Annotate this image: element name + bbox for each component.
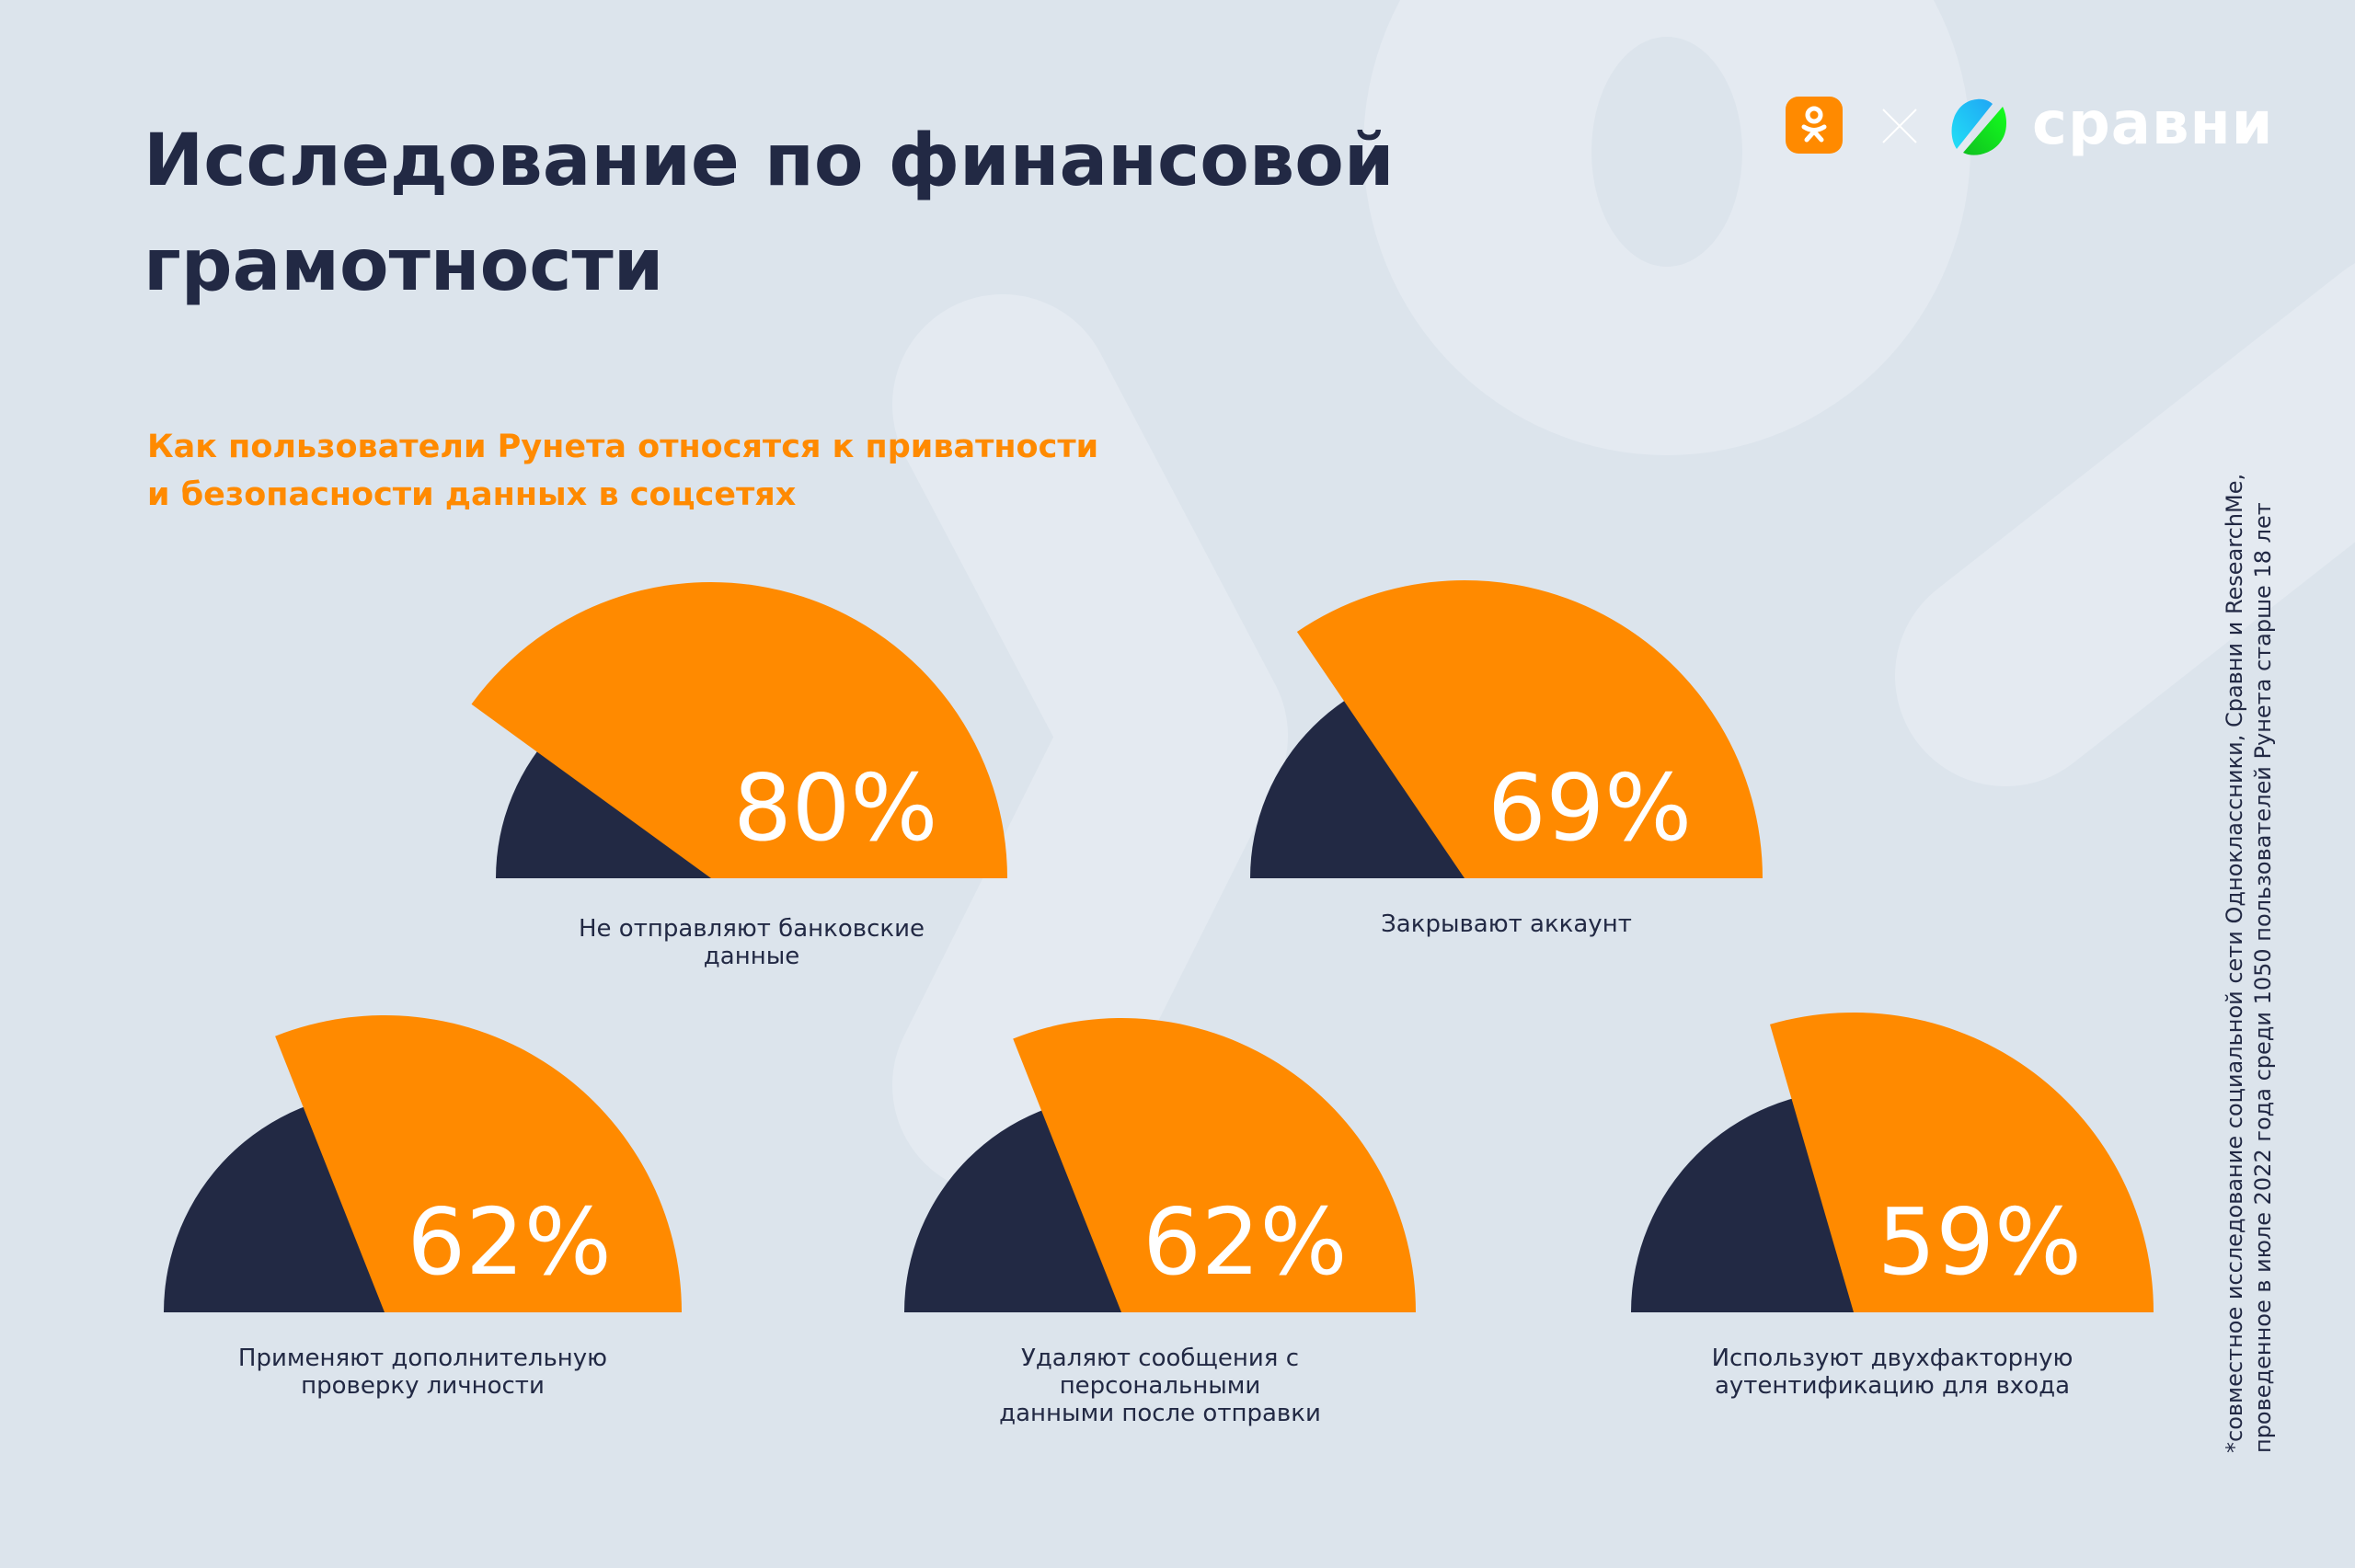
gauge-5: 59% — [1631, 1012, 2154, 1312]
title-line-1: Исследование по финансовой — [144, 120, 1395, 202]
gauge-caption: Не отправляют банковские данные — [512, 915, 991, 970]
gauge-value-wedge — [1296, 579, 1763, 878]
gauge-caption: Используют двухфакторную аутентификацию д… — [1653, 1345, 2131, 1400]
gauge-caption-line: Используют двухфакторную — [1711, 1345, 2074, 1372]
gauge-3: 62% — [164, 1015, 682, 1312]
times-icon — [1881, 108, 1918, 144]
gauge-caption-line: Не отправляют банковские — [579, 915, 925, 943]
chart-subtitle: Как пользователи Рунета относятся к прив… — [147, 423, 1251, 519]
gauge-2: 69% — [1250, 579, 1763, 878]
gauge-caption: Закрывают аккаунт — [1268, 910, 1746, 938]
background-chevron-shape — [892, 294, 1288, 1196]
odnoklassniki-logo-icon — [1786, 97, 1843, 154]
gauge-caption-line: Применяют дополнительную — [237, 1345, 608, 1372]
gauge-caption-line: проверку личности — [301, 1372, 545, 1400]
gauge-caption-line: данными после отправки — [999, 1400, 1321, 1427]
background-bar-shape — [1895, 263, 2355, 786]
footnote-line-1: *совместное исследование социальной сети… — [2222, 473, 2247, 1453]
gauge-caption-line: Закрывают аккаунт — [1381, 910, 1632, 938]
title-line-2: грамотности — [144, 224, 664, 307]
gauge-value-label: 59% — [1878, 1188, 2082, 1296]
gauge-value-label: 62% — [408, 1188, 612, 1296]
gauge-4: 62% — [904, 1018, 1416, 1312]
subtitle-line-1: Как пользователи Рунета относятся к прив… — [147, 429, 1099, 465]
gauge-value-label: 62% — [1143, 1188, 1347, 1296]
gauge-value-wedge — [275, 1015, 682, 1312]
gauge-caption-line: Удаляют сообщения с персональными — [1020, 1345, 1300, 1400]
footnote: *совместное исследование социальной сети… — [2221, 469, 2278, 1453]
gauge-value-label: 69% — [1488, 754, 1692, 862]
gauge-value-wedge — [1770, 1012, 2154, 1312]
footnote-line-2: проведенное в июле 2022 года среди 1050 … — [2250, 502, 2276, 1453]
gauge-value-label: 80% — [733, 754, 937, 862]
gauge-value-wedge — [1013, 1018, 1416, 1312]
page-title: Исследование по финансовой грамотности — [144, 109, 1615, 318]
gauge-caption-line: данные — [703, 943, 800, 970]
gauge-1: 80% — [471, 581, 1007, 878]
gauge-value-wedge — [471, 581, 1007, 878]
sravni-logo-mark-icon — [1949, 96, 2010, 156]
sravni-logo-wordmark: сравни — [2032, 90, 2274, 158]
partner-logos: сравни — [1786, 90, 2282, 158]
subtitle-line-2: и безопасности данных в соцсетях — [147, 476, 797, 513]
gauge-caption-line: аутентификацию для входа — [1714, 1372, 2071, 1400]
gauge-caption: Применяют дополнительную проверку личност… — [184, 1345, 662, 1400]
gauge-caption: Удаляют сообщения с персональными данными… — [921, 1345, 1399, 1427]
